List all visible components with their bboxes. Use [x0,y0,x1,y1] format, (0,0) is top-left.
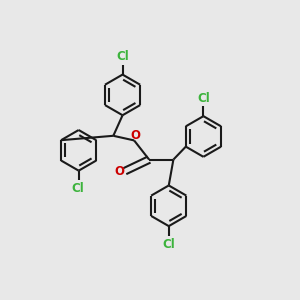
Text: O: O [115,165,125,178]
Text: Cl: Cl [197,92,210,105]
Text: Cl: Cl [71,182,84,195]
Text: Cl: Cl [116,50,129,63]
Text: Cl: Cl [162,238,175,251]
Text: O: O [130,129,140,142]
